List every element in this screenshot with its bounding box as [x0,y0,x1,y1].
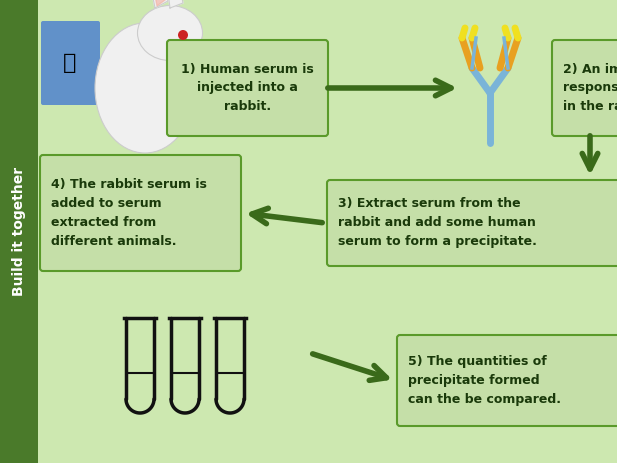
Polygon shape [152,0,165,6]
Text: 2) An immune
response occurs
in the rabbit.: 2) An immune response occurs in the rabb… [563,63,617,113]
Bar [0,0,38,463]
FancyBboxPatch shape [327,180,617,266]
Polygon shape [165,0,183,8]
Text: 💉: 💉 [64,53,77,73]
FancyBboxPatch shape [397,335,617,426]
Text: 1) Human serum is
injected into a
rabbit.: 1) Human serum is injected into a rabbit… [181,63,314,113]
FancyBboxPatch shape [167,40,328,136]
Text: 3) Extract serum from the
rabbit and add some human
serum to form a precipitate.: 3) Extract serum from the rabbit and add… [338,198,537,249]
FancyBboxPatch shape [40,155,241,271]
Polygon shape [148,0,168,8]
FancyBboxPatch shape [41,21,100,105]
Text: Build it together: Build it together [12,167,26,296]
Text: 4) The rabbit serum is
added to serum
extracted from
different animals.: 4) The rabbit serum is added to serum ex… [51,178,207,248]
FancyBboxPatch shape [552,40,617,136]
Circle shape [178,30,188,40]
Text: 5) The quantities of
precipitate formed
can the be compared.: 5) The quantities of precipitate formed … [408,355,561,406]
Ellipse shape [95,23,195,153]
Ellipse shape [138,6,202,61]
